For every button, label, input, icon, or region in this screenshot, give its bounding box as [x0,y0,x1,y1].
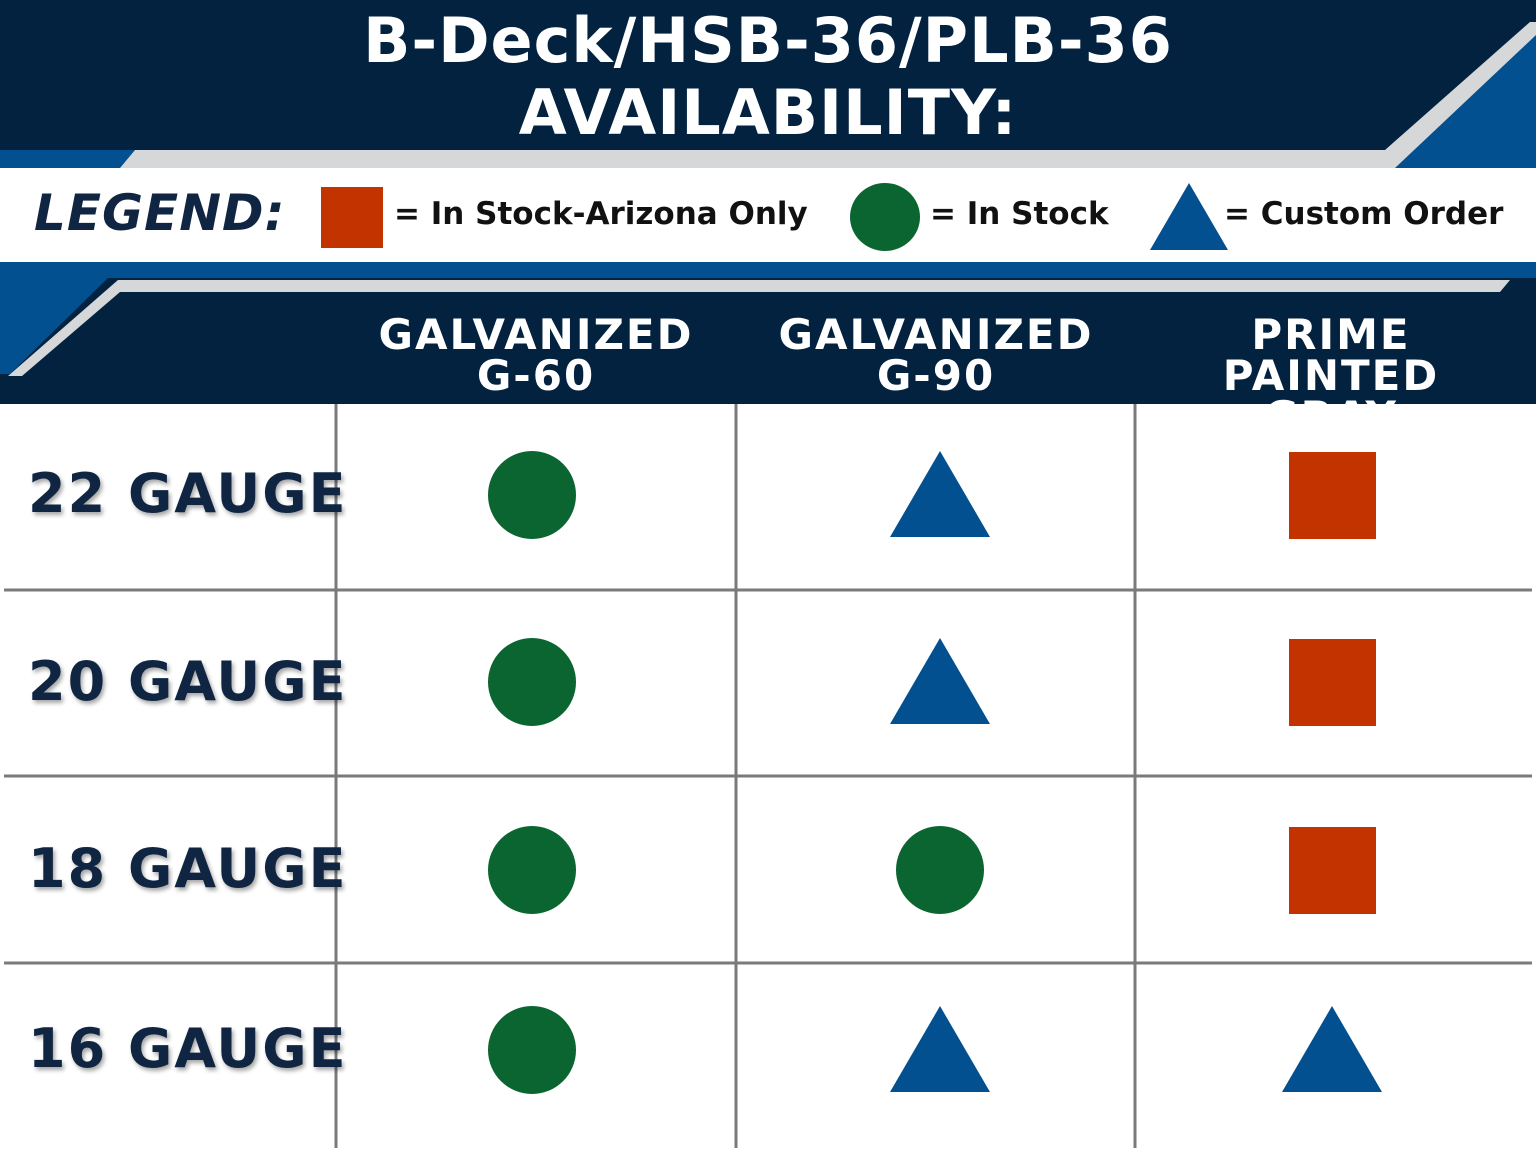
circle-icon [488,1006,576,1094]
legend-text-arizona: = In Stock-Arizona Only [394,196,808,232]
column-header-line-2: GRAY [1264,392,1398,441]
page-title-line-1: B-Deck/HSB-36/PLB-36 [363,4,1173,77]
circle-icon [488,638,576,726]
column-header-galvanized-g60: GALVANIZED G-60 [336,310,736,400]
square-icon [1289,827,1376,914]
square-icon [1289,639,1376,726]
square-icon [1289,452,1376,539]
column-header-line-2: G-60 [476,351,596,400]
triangle-icon [890,1006,990,1092]
triangle-icon [1150,183,1228,250]
column-header-galvanized-g90: GALVANIZED G-90 [736,310,1136,400]
triangle-icon [890,451,990,537]
availability-grid [4,404,1532,1148]
row-label-18-gauge: 18 GAUGE [28,837,348,900]
column-header-line-1: PRIME PAINTED [1222,310,1440,400]
circle-icon [896,826,984,914]
row-label-16-gauge: 16 GAUGE [28,1017,348,1080]
triangle-icon [1282,1006,1382,1092]
column-header-line-1: GALVANIZED [378,310,694,359]
circle-icon [488,451,576,539]
column-header-band [0,262,1536,404]
column-header-prime-painted-gray: PRIME PAINTED GRAY [1136,310,1526,441]
legend-label: LEGEND: [34,184,286,242]
row-label-20-gauge: 20 GAUGE [28,650,348,713]
column-header-line-1: GALVANIZED [778,310,1094,359]
circle-icon [488,826,576,914]
title-banner [0,0,1536,168]
column-header-line-2: G-90 [876,351,996,400]
legend-text-in-stock: = In Stock [930,196,1109,232]
square-icon [321,187,383,248]
triangle-icon [890,638,990,724]
page-title-line-2: AVAILABILITY: [518,76,1018,149]
legend-text-custom: = Custom Order [1224,196,1504,232]
row-label-22-gauge: 22 GAUGE [28,462,348,525]
circle-icon [850,183,920,251]
